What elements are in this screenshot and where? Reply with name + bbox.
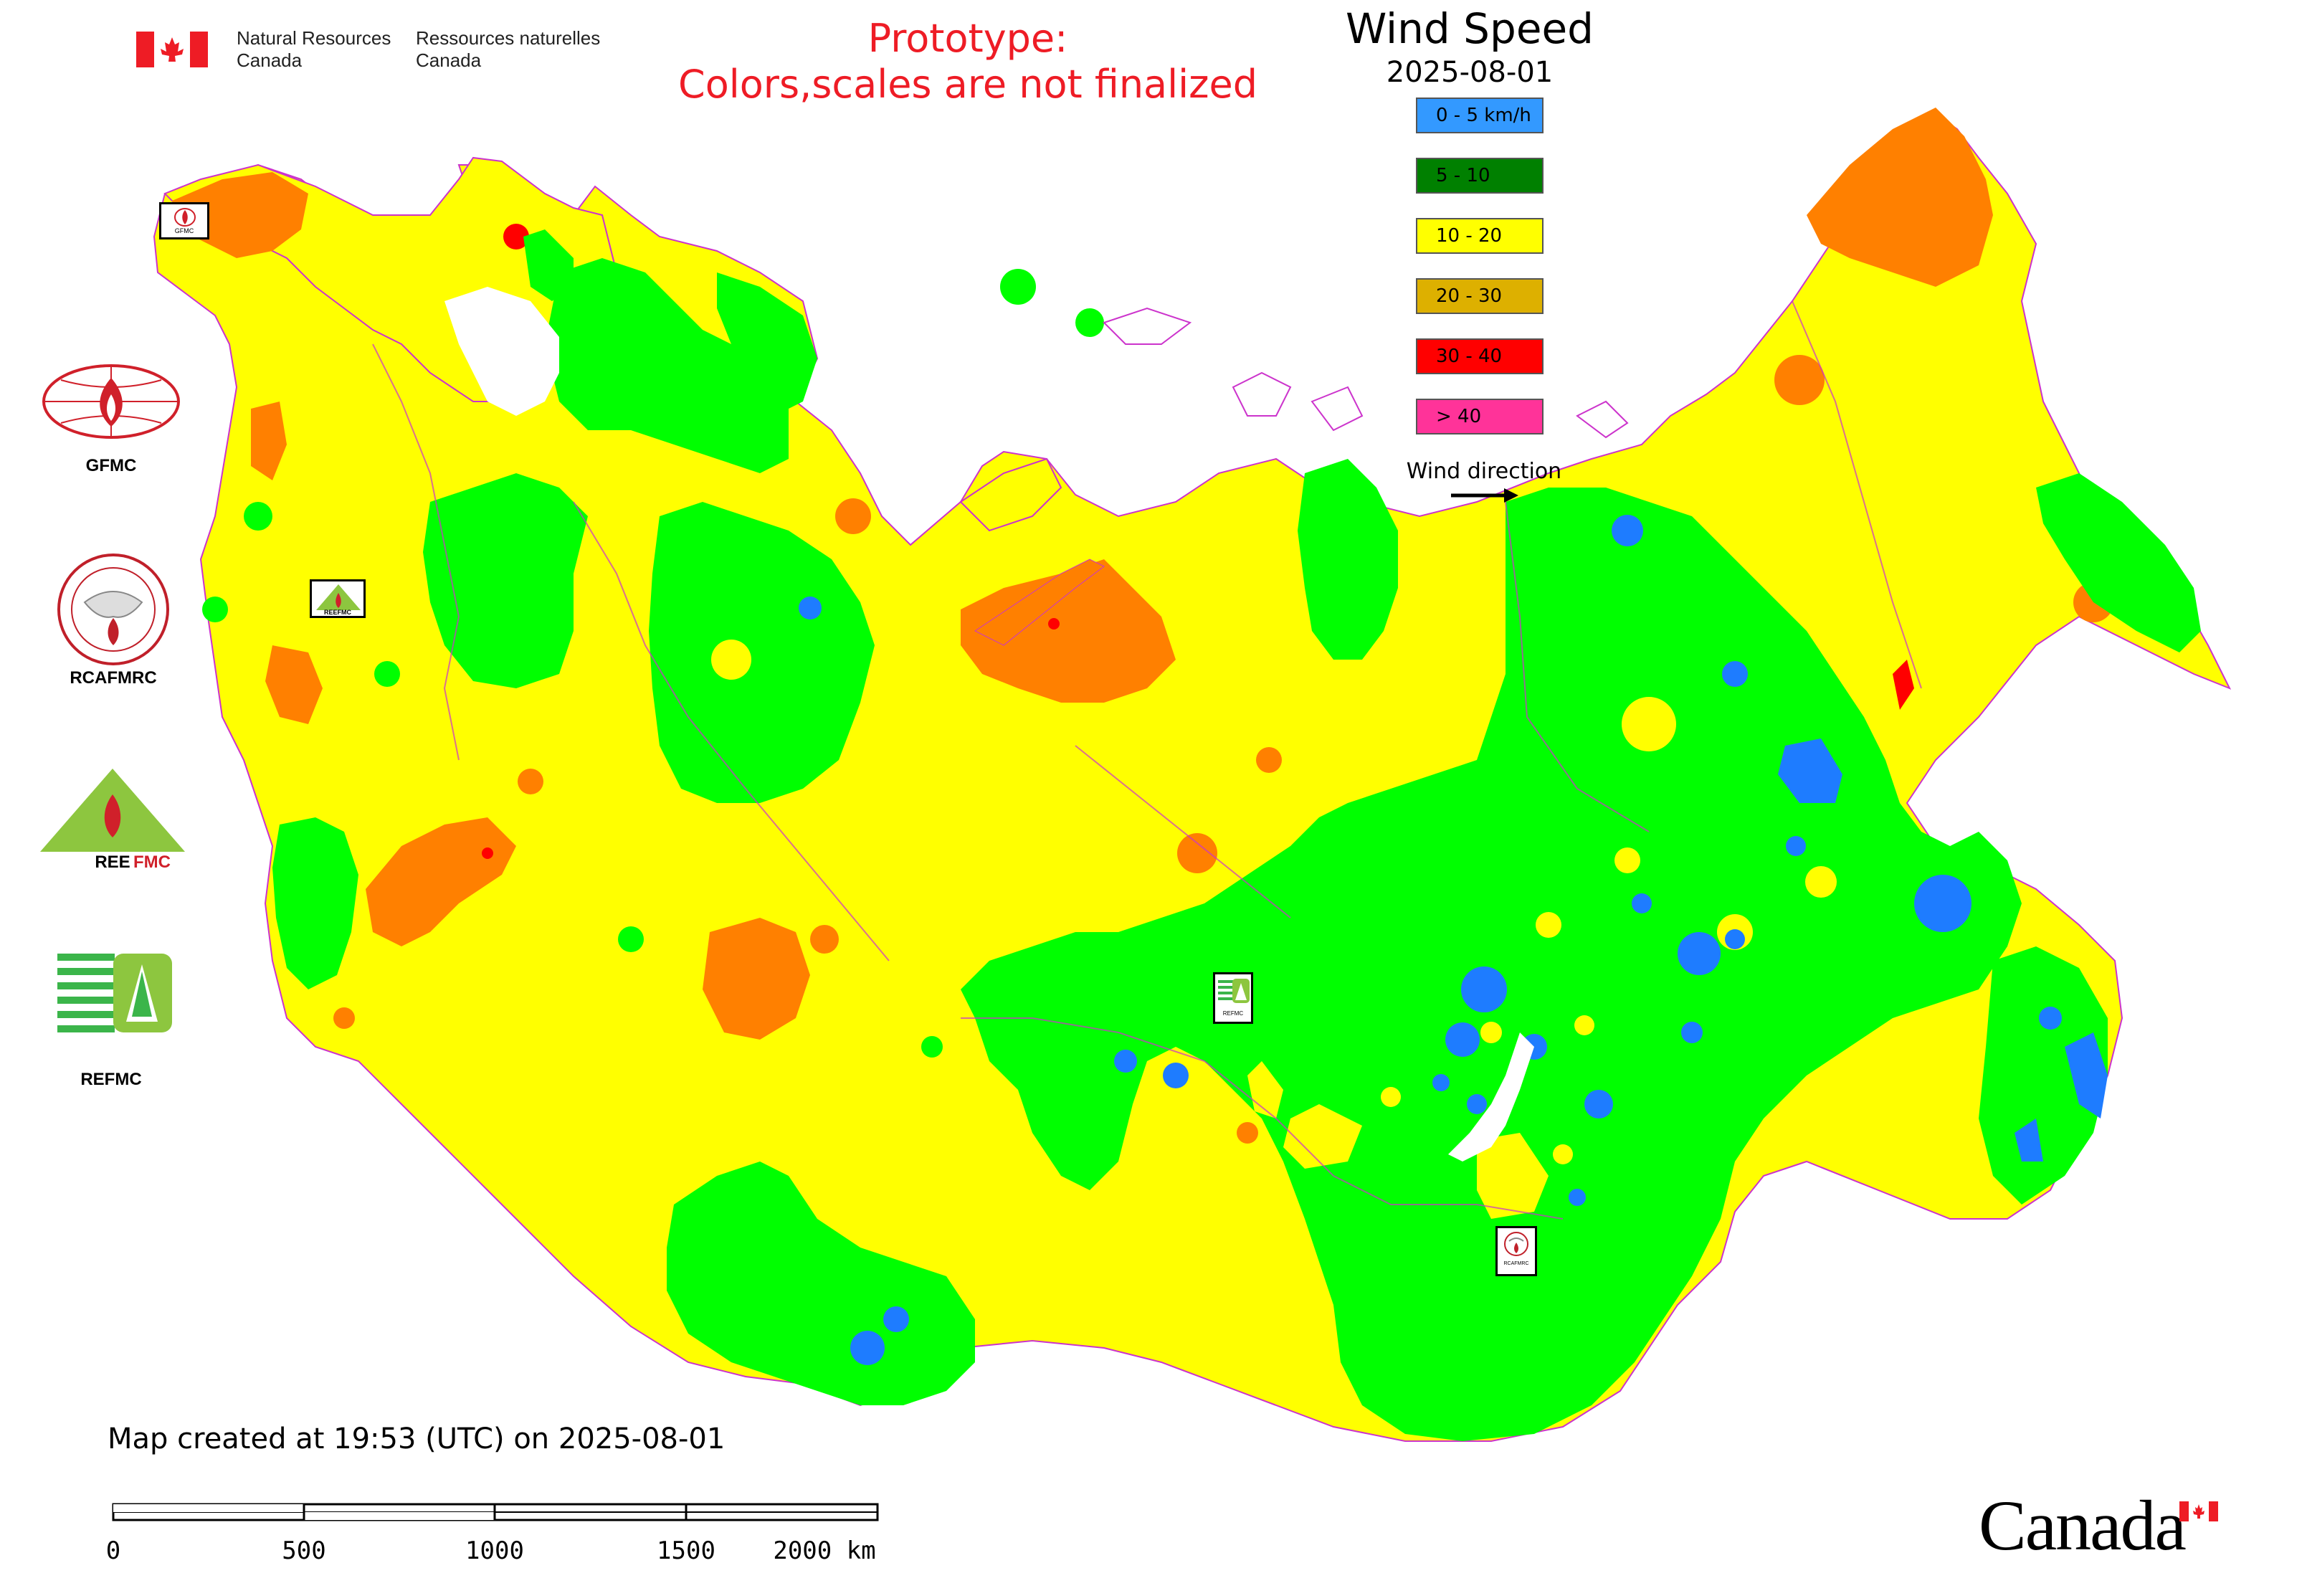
rcafmrc-label: RCAFMRC: [70, 668, 157, 688]
agency-fr-line2: Canada: [416, 49, 482, 71]
legend-item: 0 - 5 km/h: [1416, 98, 1544, 133]
wind-direction-arrow-icon: [1451, 488, 1518, 503]
agency-name-en: Natural Resources Canada: [237, 27, 391, 72]
moderate-wind-islands: [711, 640, 1837, 1219]
refmc-marker-label: REFMC: [1222, 1010, 1244, 1017]
legend-item: 10 - 20: [1416, 218, 1544, 254]
svg-text:FMC: FMC: [133, 852, 171, 872]
reefmc-logo-icon: REE FMC: [40, 769, 185, 872]
svg-text:REE: REE: [95, 852, 130, 872]
scale-tick-2000: 2000 km: [773, 1536, 875, 1565]
legend-date: 2025-08-01: [1386, 56, 1554, 89]
reefmc-map-marker[interactable]: REEFMC: [310, 579, 366, 618]
canada-wordmark: Canada: [1979, 1486, 2187, 1565]
reefmc-marker-icon: [316, 584, 361, 610]
scale-bar: 0 500 1000 1500 2000 km: [108, 1503, 879, 1565]
gfmc-map-marker[interactable]: GFMC: [159, 202, 209, 239]
map-created-timestamp: Map created at 19:53 (UTC) on 2025-08-01: [108, 1422, 726, 1455]
legend-item: 5 - 10: [1416, 158, 1544, 194]
white-sea: [444, 287, 559, 416]
novaya-zemlya: [974, 559, 1105, 646]
region-borders: [372, 300, 1922, 1220]
canada-wordmark-flag-icon: [2179, 1501, 2218, 1521]
rcafmrc-map-marker[interactable]: RCAFMRC: [1495, 1226, 1537, 1276]
agency-name-fr: Ressources naturelles Canada: [416, 27, 600, 72]
prototype-notice: Prototype: Colors,scales are not finaliz…: [645, 16, 1290, 108]
very-high-wind-zones: [482, 224, 1914, 859]
calm-wind-zones: [799, 515, 2108, 1365]
low-wind-zones: [202, 229, 2201, 1441]
scale-tick-0: 0: [108, 1536, 120, 1565]
refmc-label: REFMC: [80, 1070, 142, 1089]
scale-tick-1000: 1000: [465, 1536, 524, 1565]
scale-tick-500: 500: [282, 1536, 325, 1565]
gfmc-logo-icon: [42, 364, 180, 439]
agency-en-line2: Canada: [237, 49, 303, 71]
agency-fr-line1: Ressources naturelles: [416, 27, 601, 49]
prototype-line1: Prototype:: [867, 16, 1068, 61]
refmc-map-marker[interactable]: REFMC: [1213, 972, 1253, 1024]
arctic-islands: [959, 307, 1629, 532]
gfmc-label: GFMC: [85, 456, 137, 475]
refmc-logo-icon: [57, 946, 172, 1040]
refmc-marker-icon: [1218, 979, 1250, 1003]
high-wind-zones: [172, 108, 2113, 1189]
prototype-line2: Colors,scales are not finalized: [678, 62, 1257, 107]
rcafmrc-marker-icon: [1504, 1232, 1528, 1256]
gfmc-marker-label: GFMC: [174, 227, 194, 234]
scale-tick-1500: 1500: [657, 1536, 715, 1565]
lake-baikal: [1448, 1032, 1534, 1162]
legend-item: > 40: [1416, 399, 1544, 434]
agency-en-line1: Natural Resources: [237, 27, 391, 49]
reefmc-marker-label: REEFMC: [324, 609, 351, 616]
legend-title: Wind Speed: [1345, 4, 1594, 53]
legend-item: 20 - 30: [1416, 278, 1544, 314]
wind-direction-label: Wind direction: [1406, 459, 1562, 484]
canada-flag-icon: [136, 32, 208, 67]
gfmc-marker-icon: [174, 208, 196, 227]
legend-item: 30 - 40: [1416, 338, 1544, 374]
rcafmrc-marker-label: RCAFMRC: [1503, 1261, 1529, 1266]
rcafmrc-logo-icon: [57, 554, 169, 665]
